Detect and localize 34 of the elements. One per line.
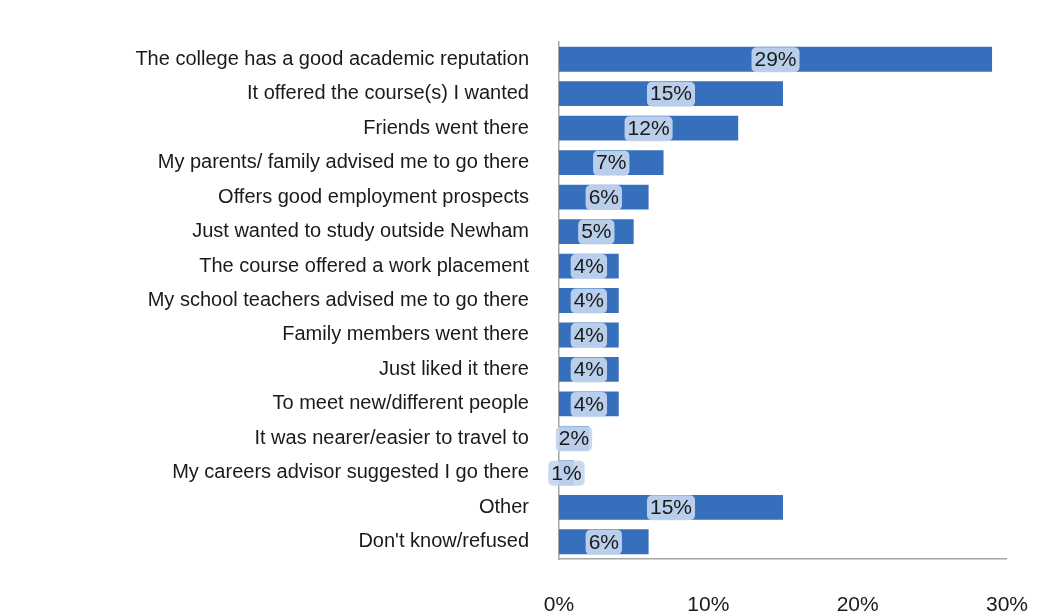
data-label: 7% xyxy=(596,150,627,174)
y-tick-label: To meet new/different people xyxy=(272,391,529,414)
y-tick-label: Other xyxy=(478,494,530,517)
x-tick-label: 20% xyxy=(836,592,879,616)
data-label: 4% xyxy=(573,322,605,346)
y-tick-label: It offered the course(s) I wanted xyxy=(246,81,529,104)
data-label: 29% xyxy=(754,47,797,71)
data-label: 5% xyxy=(581,219,612,243)
y-tick-label: My careers advisor suggested I go there xyxy=(172,460,529,483)
y-tick-label: My parents/ family advised me to go there xyxy=(157,150,529,173)
data-label: 12% xyxy=(627,115,670,139)
y-tick-label: Offers good employment prospects xyxy=(218,184,529,207)
data-label: 15% xyxy=(649,81,693,105)
y-tick-label: The course offered a work placement xyxy=(199,253,530,276)
x-tick-label: 0% xyxy=(543,592,575,616)
data-label: 4% xyxy=(573,391,605,415)
data-label: 4% xyxy=(573,288,605,312)
y-tick-label: Just wanted to study outside Newham xyxy=(192,219,529,242)
x-tick-label: 30% xyxy=(985,592,1028,616)
y-tick-label: My school teachers advised me to go there xyxy=(147,288,529,311)
data-label: 2% xyxy=(558,426,590,450)
data-label: 6% xyxy=(588,529,619,553)
y-tick-label: Family members went there xyxy=(282,322,529,345)
x-tick-label: 10% xyxy=(687,592,730,616)
data-label: 4% xyxy=(573,357,605,381)
y-tick-label: Don't know/refused xyxy=(358,529,529,552)
y-tick-label: It was nearer/easier to travel to xyxy=(254,425,529,448)
data-label: 1% xyxy=(551,460,582,484)
data-label: 6% xyxy=(588,184,619,208)
y-tick-label: Friends went there xyxy=(363,115,529,138)
data-label: 15% xyxy=(649,495,693,519)
y-tick-label: The college has a good academic reputation xyxy=(135,46,529,69)
y-tick-label: Just liked it there xyxy=(378,356,529,379)
data-label: 4% xyxy=(573,253,605,277)
